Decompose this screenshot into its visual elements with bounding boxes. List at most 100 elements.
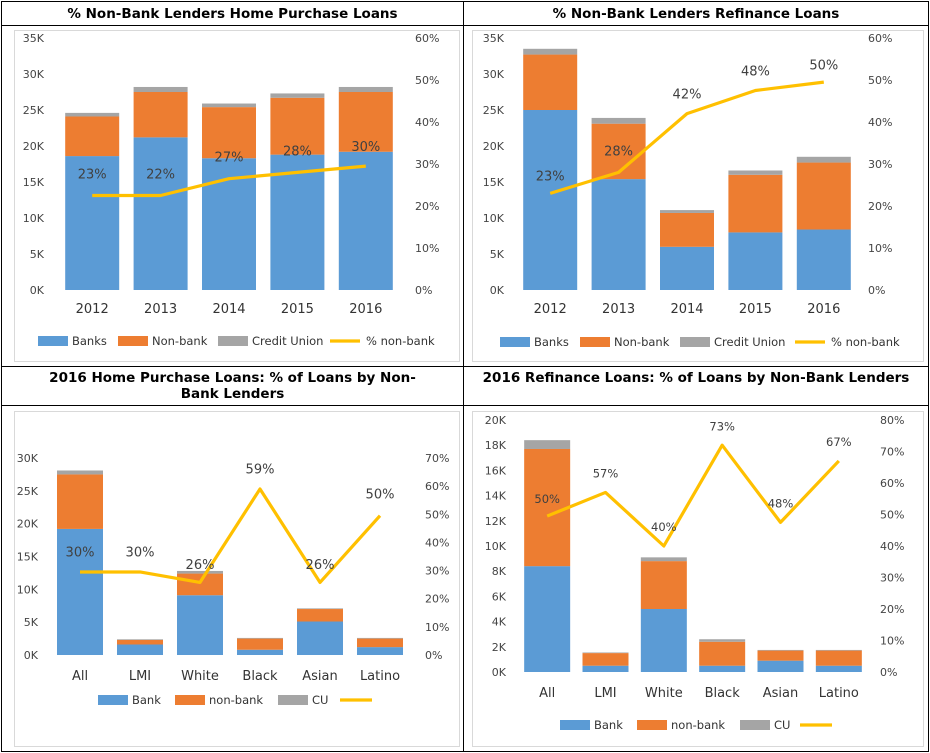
bar-credit-union <box>338 86 393 92</box>
title-divider <box>464 405 928 406</box>
bar-non-bank <box>177 573 223 596</box>
chart-title: % Non-Bank Lenders Home Purchase Loans <box>67 6 398 22</box>
y-tick-label: 12K <box>485 515 507 528</box>
line-series-percent-non-bank <box>546 443 840 548</box>
y-tick-label: 14K <box>485 490 507 503</box>
category-label: Black <box>705 686 741 701</box>
category-label: 2016 <box>349 302 382 317</box>
data-label: 30% <box>66 545 95 560</box>
bar-banks <box>270 154 325 290</box>
y-tick-label: 25K <box>483 104 505 117</box>
data-label: 23% <box>78 168 107 183</box>
legend-swatch <box>118 336 148 346</box>
legend-swatch <box>175 695 205 705</box>
legend-label: non-bank <box>671 718 725 732</box>
bar-bank <box>177 595 223 655</box>
bar-bank <box>582 665 629 672</box>
bar-non-bank <box>297 609 343 622</box>
y2-tick-label: 50% <box>425 508 449 521</box>
bar-cu <box>57 470 103 475</box>
y-tick-label: 5K <box>24 616 39 629</box>
bar-bank <box>699 665 746 672</box>
y-tick-label: 25K <box>23 104 45 117</box>
title-divider <box>464 25 928 26</box>
bar-bank <box>815 665 862 672</box>
legend-label: Banks <box>534 335 569 349</box>
data-label: 27% <box>215 151 244 166</box>
bar-non-bank <box>582 653 629 666</box>
category-label: Black <box>242 669 278 684</box>
y-tick-label: 30K <box>17 452 39 465</box>
legend-label: Credit Union <box>714 335 785 349</box>
legend-swatch <box>218 336 248 346</box>
line-series-percent-non-bank <box>92 164 366 198</box>
y-tick-label: 0K <box>24 649 39 662</box>
bar-non-bank <box>237 638 283 650</box>
y2-tick-label: 50% <box>868 74 892 87</box>
bar-non-bank <box>728 174 783 233</box>
bar-bank <box>297 621 343 655</box>
data-label: 73% <box>709 419 735 433</box>
data-label: 42% <box>673 88 702 103</box>
y2-tick-label: 10% <box>880 635 904 648</box>
y-tick-label: 0K <box>492 666 507 679</box>
legend-swatch <box>278 695 308 705</box>
category-label: Asian <box>302 669 337 684</box>
title-divider <box>2 25 463 26</box>
data-label: 28% <box>283 144 312 159</box>
y-tick-label: 30K <box>23 68 45 81</box>
data-label: 48% <box>768 496 794 510</box>
category-label: Asian <box>763 686 798 701</box>
bar-non-bank <box>133 92 188 138</box>
y2-tick-label: 40% <box>868 116 892 129</box>
y-tick-label: 5K <box>30 248 45 261</box>
bar-non-bank <box>117 639 163 645</box>
y2-tick-label: 0% <box>880 666 897 679</box>
chart-frame <box>472 411 924 747</box>
y2-tick-label: 30% <box>415 158 439 171</box>
bar-bank <box>757 660 804 672</box>
line-series-percent-non-bank <box>549 80 824 195</box>
data-label: 30% <box>351 140 380 155</box>
bar-non-bank <box>357 638 403 648</box>
bar-credit-union <box>202 103 256 108</box>
chart-title: 2016 Refinance Loans: % of Loans by Non-… <box>482 370 910 386</box>
bar-bank <box>357 647 403 655</box>
y2-tick-label: 40% <box>415 116 439 129</box>
data-label: 26% <box>306 558 335 573</box>
bar-non-bank <box>640 561 687 609</box>
data-label: 22% <box>146 168 175 183</box>
data-label: 59% <box>246 462 275 477</box>
bar-non-bank <box>796 162 851 230</box>
y2-tick-label: 60% <box>880 477 904 490</box>
bar-cu <box>757 649 804 651</box>
data-label: 26% <box>186 558 215 573</box>
y-tick-label: 10K <box>23 212 45 225</box>
category-label: 2012 <box>76 302 109 317</box>
legend-swatch <box>500 337 530 347</box>
data-label: 28% <box>604 144 633 159</box>
y-tick-label: 20K <box>483 140 505 153</box>
y2-tick-label: 60% <box>415 32 439 45</box>
bar-non-bank <box>202 107 256 159</box>
bar-banks <box>338 151 393 290</box>
legend-label: Banks <box>72 334 107 348</box>
y-tick-label: 18K <box>485 439 507 452</box>
category-label: LMI <box>594 686 616 701</box>
y-tick-label: 20K <box>17 518 39 531</box>
y2-tick-label: 10% <box>868 242 892 255</box>
y2-tick-label: 20% <box>415 200 439 213</box>
bar-cu <box>117 639 163 640</box>
category-label: White <box>645 686 683 701</box>
y-tick-label: 20K <box>23 140 45 153</box>
category-label: 2014 <box>670 302 703 317</box>
bar-bank <box>640 609 687 672</box>
y-tick-label: 8K <box>492 565 507 578</box>
y2-tick-label: 0% <box>868 284 885 297</box>
bar-cu <box>640 557 687 562</box>
bar-bank <box>237 649 283 655</box>
y2-tick-label: 80% <box>880 414 904 427</box>
y-tick-label: 0K <box>30 284 45 297</box>
y-tick-label: 35K <box>483 32 505 45</box>
y-tick-label: 0K <box>490 284 505 297</box>
